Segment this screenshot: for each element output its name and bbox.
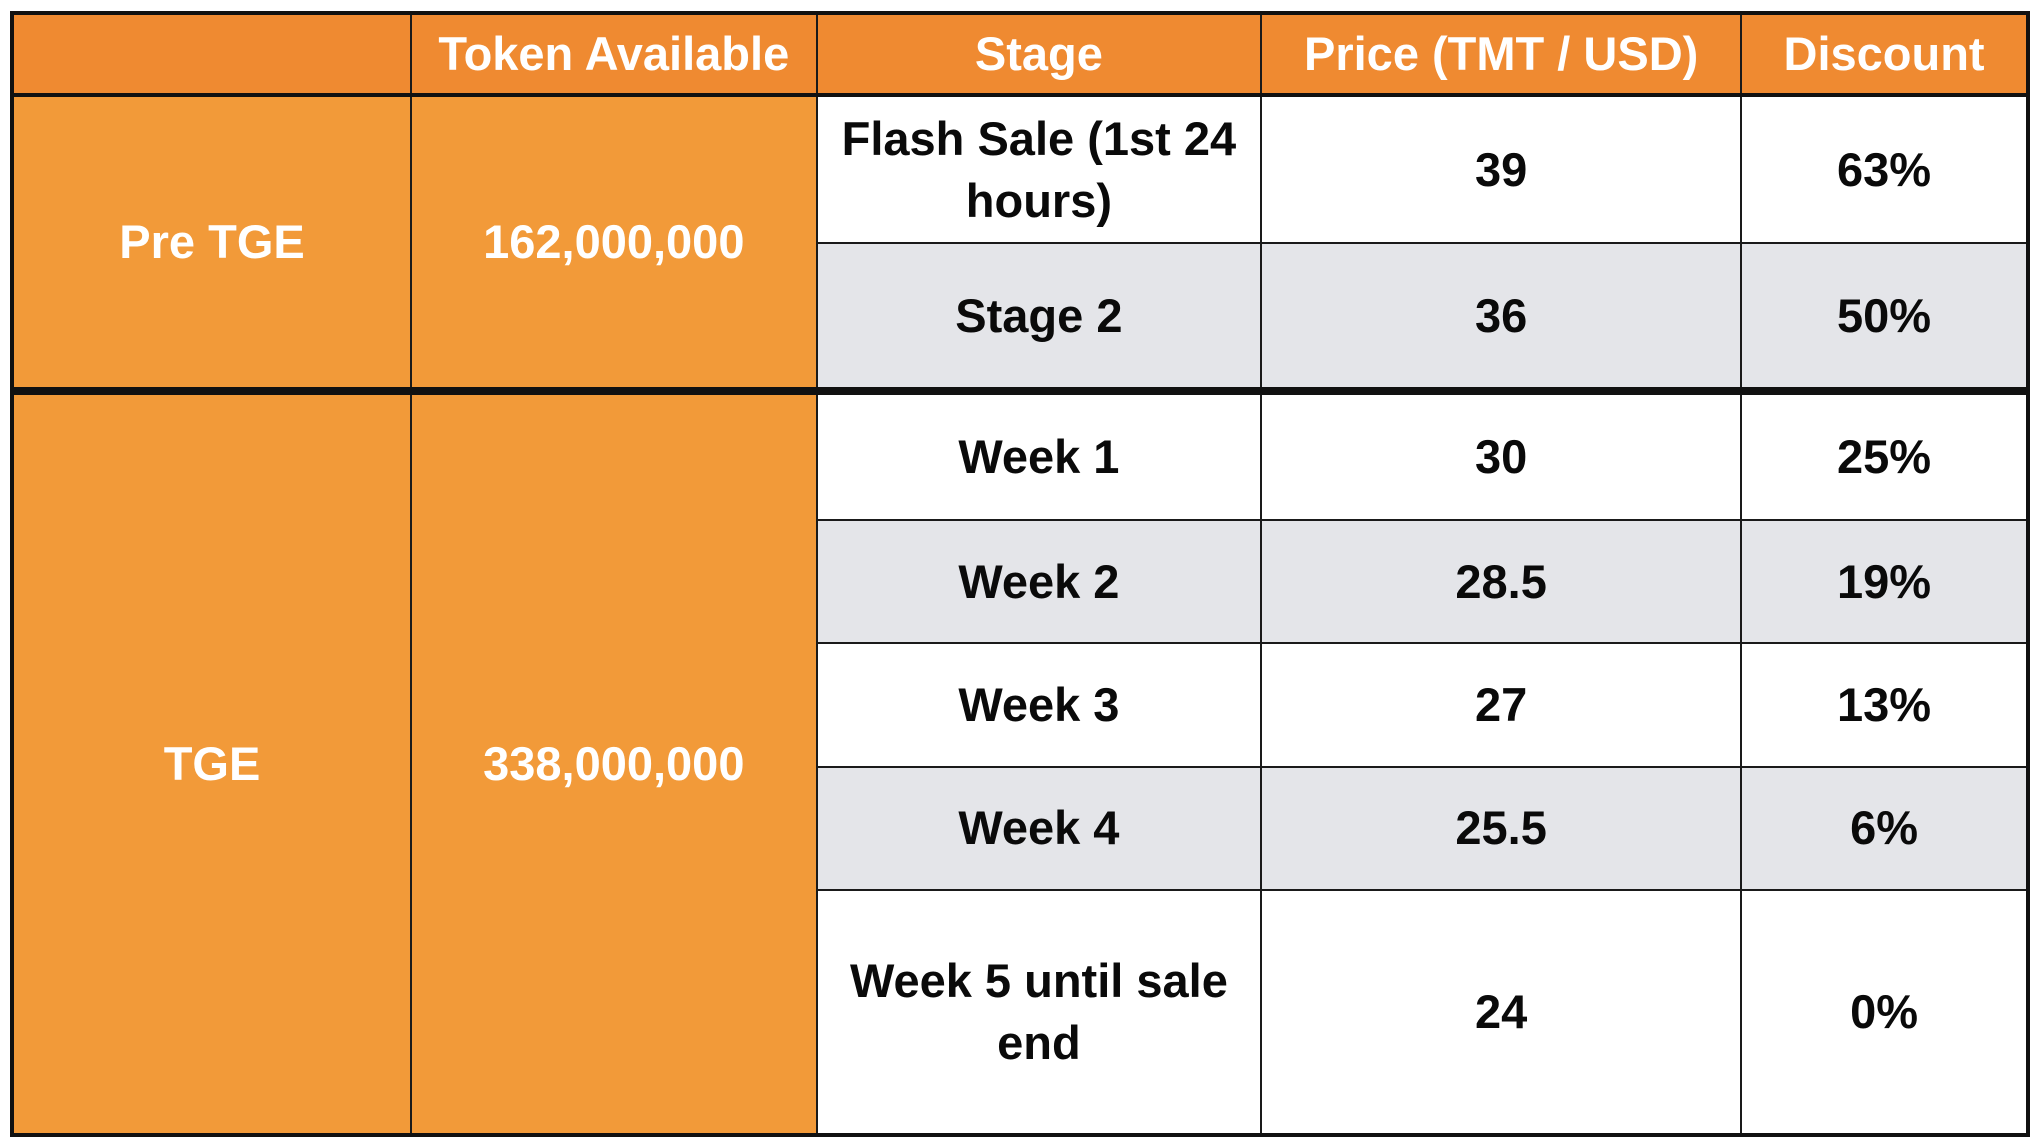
table-row: Week 2 28.5 19% <box>12 519 2029 645</box>
group-tokens-pre-tge: 162,000,000 <box>410 94 818 392</box>
header-price: Price (TMT / USD) <box>1260 12 1743 97</box>
discount-cell: 50% <box>1740 242 2029 392</box>
price-cell: 24 <box>1260 889 1743 1136</box>
table-row: TGE 338,000,000 Week 1 30 25% <box>10 386 2029 1136</box>
price-cell: 25.5 <box>1260 765 1743 892</box>
price-cell: 36 <box>1260 242 1743 392</box>
token-sale-table: Token Available Stage Price (TMT / USD) … <box>10 11 2030 1137</box>
discount-cell: 63% <box>1740 94 2029 244</box>
stage-cell: Stage 2 <box>815 242 1263 392</box>
header-stage: Stage <box>815 12 1263 97</box>
stage-cell: Week 3 <box>815 642 1263 768</box>
table-row: Pre TGE 162,000,000 Flash Sale (1st 24 h… <box>10 94 2029 392</box>
price-cell: 28.5 <box>1260 519 1743 645</box>
stage-cell: Week 2 <box>815 519 1263 645</box>
header-discount: Discount <box>1740 12 2029 97</box>
stage-cell: Flash Sale (1st 24 hours) <box>815 94 1263 244</box>
table-row: Week 3 27 13% <box>12 642 2029 768</box>
discount-cell: 13% <box>1740 642 2029 768</box>
table-row: Week 5 until sale end 24 0% <box>12 889 2029 1136</box>
price-cell: 30 <box>1260 386 1743 522</box>
header-token-available: Token Available <box>410 12 818 97</box>
price-cell: 27 <box>1260 642 1743 768</box>
stage-cell: Week 1 <box>815 386 1263 522</box>
discount-cell: 19% <box>1740 519 2029 645</box>
stage-cell: Week 5 until sale end <box>815 889 1263 1136</box>
header-row: Token Available Stage Price (TMT / USD) … <box>10 12 2029 97</box>
price-cell: 39 <box>1260 94 1743 244</box>
stage-cell: Week 4 <box>815 765 1263 892</box>
table-row: Week 4 25.5 6% <box>12 765 2029 892</box>
discount-cell: 0% <box>1740 889 2029 1136</box>
group-name-tge: TGE <box>10 387 413 1136</box>
discount-cell: 25% <box>1740 386 2029 522</box>
group-name-pre-tge: Pre TGE <box>10 94 413 392</box>
group-tokens-tge: 338,000,000 <box>410 387 818 1136</box>
discount-cell: 6% <box>1740 765 2029 892</box>
header-blank <box>10 12 413 97</box>
table-row: Stage 2 36 50% <box>12 242 2029 392</box>
